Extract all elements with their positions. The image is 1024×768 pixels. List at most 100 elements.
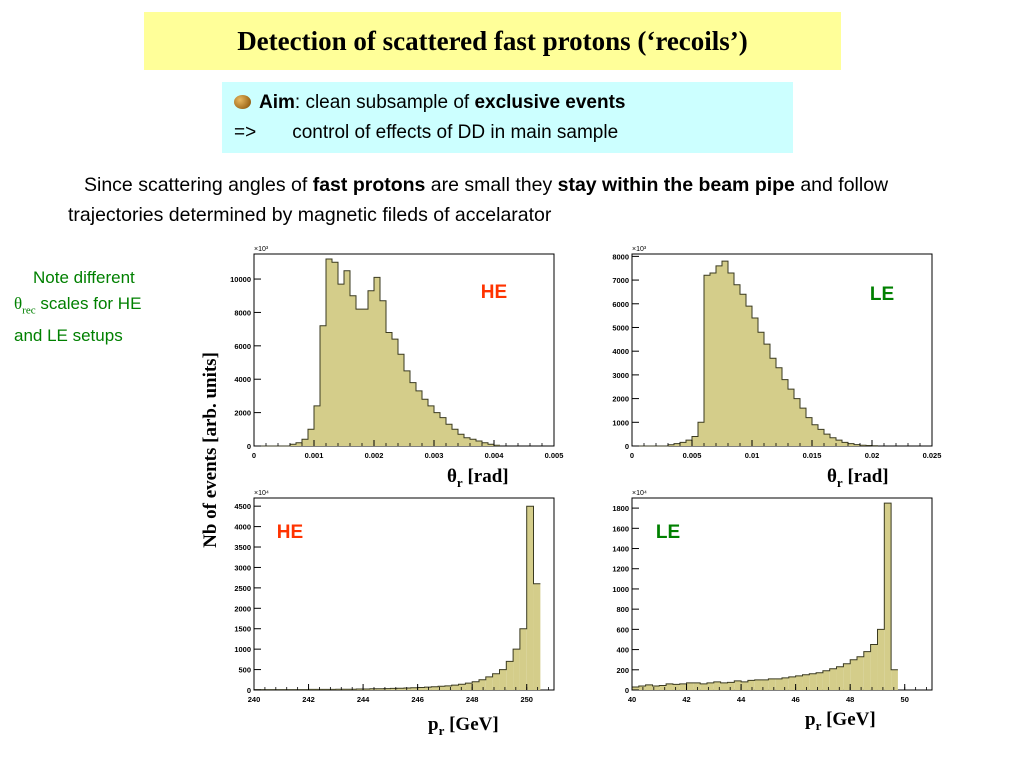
x-label-unit: [GeV] xyxy=(821,709,876,730)
histogram-bar xyxy=(526,506,534,690)
x-label-sub: r xyxy=(438,722,445,738)
intro-bold-1: fast protons xyxy=(312,174,426,196)
histogram-bar xyxy=(747,680,755,690)
histogram-bar xyxy=(434,412,440,446)
histogram-bar xyxy=(356,309,362,446)
histogram-bar xyxy=(404,687,411,690)
x-tick-label: 0.01 xyxy=(745,451,760,460)
histogram-bar xyxy=(842,442,848,446)
histogram-bar xyxy=(645,684,653,690)
histogram-bar xyxy=(776,367,782,446)
histogram-bar xyxy=(680,442,686,446)
y-tick-label: 3000 xyxy=(612,371,629,380)
intro-paragraph: Since scattering angles of fast protons … xyxy=(68,170,968,230)
histogram-bar xyxy=(492,673,500,690)
bars xyxy=(290,259,500,446)
histogram-bar xyxy=(877,629,885,690)
x-tick-label: 250 xyxy=(520,695,533,704)
x-label-sub: r xyxy=(815,717,822,733)
y-tick-label: 2000 xyxy=(234,409,251,418)
histogram-bar xyxy=(472,681,479,690)
x-tick-label: 42 xyxy=(682,695,690,704)
histogram-bar xyxy=(452,429,458,446)
histogram-bar xyxy=(444,685,452,690)
histogram-bar xyxy=(794,398,800,446)
bars xyxy=(632,503,898,690)
note-line-3: and LE setups xyxy=(14,326,123,346)
histogram-bar xyxy=(829,668,837,690)
histogram-bar xyxy=(698,422,704,446)
x-tick-label: 0.02 xyxy=(865,451,880,460)
note-theta-sub: rec xyxy=(22,304,36,317)
y-tick-label: 6000 xyxy=(234,342,251,351)
histogram-bar xyxy=(758,332,764,446)
histogram-bar xyxy=(638,685,646,690)
histogram-theta-le: 0 0.005 0.01 0.015 0.02 0.025 0 1000 2000 3000 400… xyxy=(612,246,941,460)
x-label-symbol: θ xyxy=(827,466,837,487)
y-tick-label: 1000 xyxy=(234,645,251,654)
aim-bold-text: exclusive events xyxy=(474,92,626,113)
histogram-bar xyxy=(666,683,673,690)
aim-text: : clean subsample of xyxy=(294,92,475,113)
histogram-bar xyxy=(386,332,392,446)
histogram-bar xyxy=(795,675,803,690)
histogram-bar xyxy=(752,318,758,446)
y-tick-label: 8000 xyxy=(612,252,629,261)
y-tick-label: 3500 xyxy=(234,543,251,552)
histogram-bar xyxy=(716,265,722,446)
y-tick-label: 1800 xyxy=(612,504,629,513)
y-tick-label: 2500 xyxy=(234,584,251,593)
histogram-bar xyxy=(812,424,818,446)
histogram-bar xyxy=(854,444,860,446)
histogram-bar xyxy=(686,682,694,690)
histogram-bar xyxy=(308,429,314,446)
x-label-symbol: θ xyxy=(447,466,457,487)
histogram-bar xyxy=(397,688,404,690)
setup-label: HE xyxy=(277,522,303,543)
histogram-bar xyxy=(816,672,823,690)
histogram-bar xyxy=(446,424,452,446)
histogram-bar xyxy=(672,684,680,690)
histogram-bar xyxy=(734,680,742,690)
histogram-bar xyxy=(374,277,380,446)
x-label-unit: [GeV] xyxy=(444,714,499,735)
intro-text-2: are small they xyxy=(425,174,558,196)
y-tick-label: 4000 xyxy=(234,523,251,532)
x-tick-label: 0.003 xyxy=(425,451,444,460)
histogram-bar xyxy=(768,678,776,690)
aim-line-1: Aim: clean subsample of exclusive events xyxy=(234,88,626,117)
histogram-bar xyxy=(782,677,789,690)
histogram-p-he: 240 242 244 246 248 2500500100015002000250030… xyxy=(234,490,555,704)
histogram-bar xyxy=(741,681,748,690)
page-title: Detection of scattered fast protons (‘re… xyxy=(237,25,748,56)
histogram-bar xyxy=(488,444,494,446)
note-theta: θ xyxy=(14,294,23,313)
histogram-bar xyxy=(290,444,296,446)
histogram-bar xyxy=(519,628,527,690)
y-tick-label: 1200 xyxy=(612,565,629,574)
histogram-bar xyxy=(390,688,398,690)
y-tick-label: 0 xyxy=(625,442,629,451)
histogram-bar xyxy=(754,679,762,690)
histogram-bar xyxy=(417,687,425,690)
histogram-bar xyxy=(652,685,660,690)
histogram-bar xyxy=(788,676,796,690)
histogram-outline xyxy=(638,260,878,447)
axis-multiplier: ×10³ xyxy=(254,246,269,253)
histogram-bar xyxy=(296,442,302,446)
y-tick-label: 1500 xyxy=(234,625,251,634)
histogram-bar xyxy=(422,399,428,446)
y-tick-label: 1000 xyxy=(612,585,629,594)
histogram-outline xyxy=(260,258,500,447)
note-line-2-text: scales for HE xyxy=(35,294,142,313)
histogram-bar xyxy=(451,685,459,690)
histogram-bar xyxy=(788,389,794,446)
y-tick-label: 4000 xyxy=(612,347,629,356)
histogram-bar xyxy=(458,434,464,446)
y-tick-label: 1400 xyxy=(612,545,629,554)
y-tick-label: 10000 xyxy=(230,275,251,284)
histogram-bar xyxy=(659,685,667,690)
intro-text-3: and follow trajectories determined by ma… xyxy=(68,174,889,226)
histogram-bar xyxy=(376,688,384,690)
histogram-bar xyxy=(710,272,716,446)
